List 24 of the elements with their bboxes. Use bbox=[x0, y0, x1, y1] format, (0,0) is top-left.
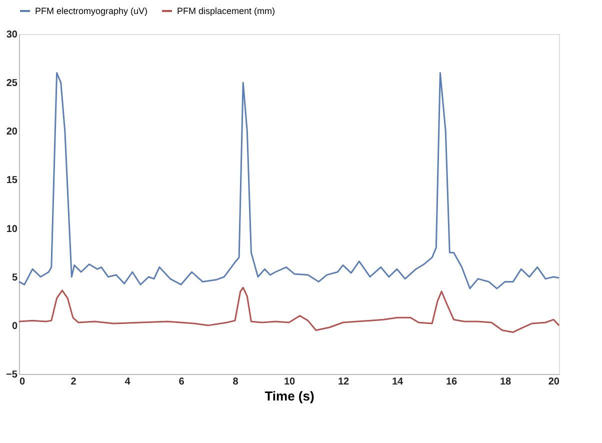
y-tick-label: 20 bbox=[6, 126, 18, 138]
x-axis-title: Time (s) bbox=[264, 388, 314, 404]
y-tick-label: 0 bbox=[12, 320, 18, 332]
x-tick-label: 20 bbox=[548, 376, 560, 388]
legend-label: PFM electromyography (uV) bbox=[35, 6, 148, 16]
x-tick-label: 8 bbox=[232, 376, 239, 388]
x-tick-label: 6 bbox=[178, 376, 185, 388]
line-series bbox=[18, 286, 560, 333]
x-tick-label: 2 bbox=[70, 376, 77, 388]
y-tick-label: 25 bbox=[6, 78, 18, 90]
x-tick-label: 18 bbox=[500, 376, 512, 388]
x-tick-label: 12 bbox=[338, 376, 350, 388]
x-tick-label: 10 bbox=[284, 376, 296, 388]
legend-label: PFM displacement (mm) bbox=[177, 6, 276, 16]
y-tick-label: 5 bbox=[12, 272, 18, 284]
x-tick-label: 14 bbox=[392, 376, 404, 388]
x-tick-label: 16 bbox=[446, 376, 458, 388]
y-tick-label: −5 bbox=[6, 370, 18, 380]
x-tick-label: 0 bbox=[20, 376, 26, 388]
line-series bbox=[18, 72, 560, 290]
y-tick-label: 30 bbox=[6, 30, 18, 40]
y-tick-label: 15 bbox=[6, 175, 18, 186]
x-tick-label: 4 bbox=[124, 376, 131, 388]
y-tick-label: 10 bbox=[6, 224, 18, 235]
